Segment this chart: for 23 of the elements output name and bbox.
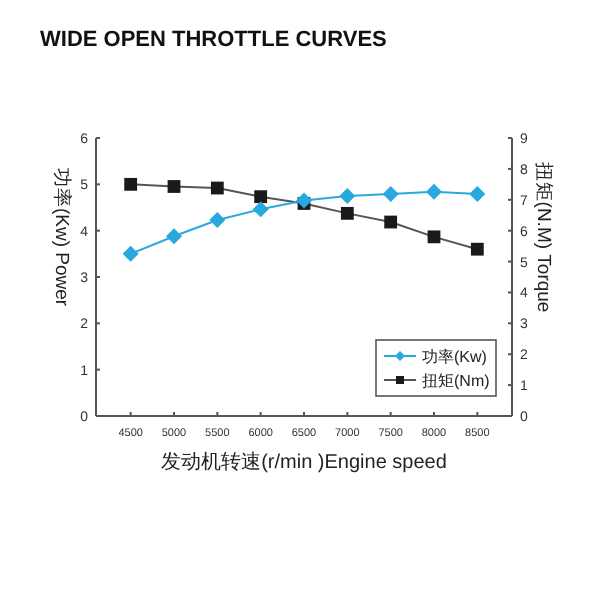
y2-axis-title: 扭矩(N.M) Torque [532, 161, 556, 313]
point [166, 228, 182, 245]
y-axis-title: 功率(Kw) Power [50, 167, 74, 307]
point [426, 183, 442, 200]
point [296, 192, 312, 209]
point [209, 212, 226, 229]
point [252, 201, 269, 218]
point [382, 186, 399, 203]
legend-label: 功率(Kw) [422, 348, 488, 366]
point [210, 181, 224, 195]
point [427, 230, 441, 244]
point [470, 242, 484, 256]
point [469, 186, 486, 203]
point [339, 187, 356, 204]
x-axis-title: 发动机转速(r/min )Engine speed [161, 450, 447, 474]
legend-label: 扭矩(Nm) [422, 372, 491, 390]
point [384, 215, 398, 229]
point [124, 177, 138, 191]
chart-title: WIDE OPEN THROTTLE CURVES [40, 28, 387, 52]
point [254, 190, 268, 204]
point [122, 245, 139, 262]
point [340, 206, 354, 220]
point [167, 180, 181, 193]
